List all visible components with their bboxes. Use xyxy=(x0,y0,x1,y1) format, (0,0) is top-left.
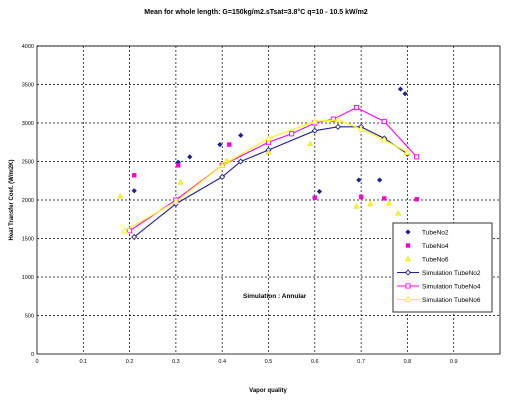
data-point xyxy=(414,197,419,202)
x-tick-label: 0.3 xyxy=(172,359,180,365)
series-point xyxy=(121,227,129,234)
legend-label: Simulation TubeNo4 xyxy=(422,283,481,290)
legend-item: TubeNo4 xyxy=(405,243,449,250)
series-point xyxy=(334,116,342,123)
data-point xyxy=(131,188,137,194)
legend-item: Simulation TubeNo2 xyxy=(397,269,481,277)
data-point xyxy=(402,91,408,97)
x-tick-label: 0.5 xyxy=(265,359,273,365)
data-point xyxy=(223,157,230,164)
data-point xyxy=(177,179,184,185)
x-axis-label: Vapor quality xyxy=(249,388,287,394)
x-tick-label: 0.7 xyxy=(357,359,365,365)
y-tick-label: 500 xyxy=(25,314,34,320)
legend-item: TubeNo6 xyxy=(405,255,449,263)
series-simulation-tubeno6 xyxy=(121,116,411,234)
x-axis-ticks: 0 0.1 0.2 0.3 0.4 0.5 0.6 0.7 0.8 0.9 xyxy=(35,359,457,365)
series-point xyxy=(330,116,336,122)
series-point xyxy=(414,154,420,160)
legend-label: TubeNo6 xyxy=(422,256,449,263)
series-point xyxy=(289,131,295,137)
legend-marker xyxy=(404,269,412,276)
legend-label: TubeNo4 xyxy=(422,243,449,250)
data-point xyxy=(176,163,181,168)
data-point xyxy=(385,200,392,206)
series-line xyxy=(133,126,408,238)
legend-marker xyxy=(404,295,412,303)
data-point xyxy=(187,154,193,160)
legend-label: TubeNo2 xyxy=(422,229,449,236)
data-point xyxy=(117,193,124,199)
data-point xyxy=(238,132,244,139)
x-tick-label: 0.8 xyxy=(404,359,412,365)
chart-title: Mean for whole length: G=150kg/m2.sTsat=… xyxy=(144,8,368,16)
y-tick-label: 4000 xyxy=(22,44,34,50)
series-point xyxy=(237,158,244,165)
legend-marker xyxy=(405,243,411,248)
y-tick-label: 2500 xyxy=(22,160,34,166)
legend-label: Simulation TubeNo2 xyxy=(422,270,481,277)
x-tick-label: 0.9 xyxy=(450,359,458,365)
legend-item: Simulation TubeNo4 xyxy=(397,283,481,290)
series-tubeno2 xyxy=(131,86,408,195)
legend-marker xyxy=(405,255,411,262)
data-point xyxy=(358,194,364,200)
series-tubeno6 xyxy=(117,140,402,216)
data-point xyxy=(353,203,360,209)
data-point xyxy=(395,210,402,216)
y-tick-label: 2000 xyxy=(22,198,34,204)
data-point xyxy=(397,86,404,92)
x-tick-label: 0.4 xyxy=(218,359,226,365)
series-point xyxy=(357,125,365,132)
series-point xyxy=(380,136,388,143)
data-point xyxy=(316,188,323,195)
series-point xyxy=(381,118,387,125)
data-point xyxy=(132,173,137,178)
y-tick-label: 1500 xyxy=(22,237,34,243)
series-point xyxy=(172,198,180,205)
data-point xyxy=(376,177,383,183)
legend: TubeNo2 TubeNo4 TubeNo6 Simulation TubeNo2 S… xyxy=(392,222,493,313)
legend-label: Simulation TubeNo6 xyxy=(422,297,481,304)
series-layer xyxy=(117,86,420,240)
legend-box xyxy=(392,222,493,313)
data-point xyxy=(226,142,232,147)
annotation-simulation: Simulation : Annular xyxy=(243,293,307,300)
y-tick-label: 3000 xyxy=(22,121,34,127)
data-point xyxy=(312,195,317,200)
series-tubeno4 xyxy=(132,142,419,202)
series-line xyxy=(129,106,418,232)
data-point xyxy=(265,149,272,155)
x-tick-label: 0 xyxy=(35,359,38,365)
data-point xyxy=(217,141,223,148)
data-point xyxy=(356,177,362,183)
data-point xyxy=(367,200,374,207)
series-point xyxy=(404,148,411,155)
data-point xyxy=(382,196,387,201)
y-axis-label: Heat Transfer Coef. (W/m2K) xyxy=(9,159,15,240)
y-tick-label: 3500 xyxy=(22,83,34,89)
series-point xyxy=(311,117,319,124)
data-point xyxy=(307,140,314,147)
x-tick-label: 0.6 xyxy=(311,359,319,365)
series-point xyxy=(311,127,318,134)
legend-item: TubeNo2 xyxy=(405,229,449,236)
series-point xyxy=(265,134,272,141)
legend-marker xyxy=(405,229,411,235)
y-tick-label: 1000 xyxy=(22,275,34,281)
series-point xyxy=(131,233,138,240)
legend-marker xyxy=(405,283,411,289)
legend-item: Simulation TubeNo6 xyxy=(397,295,481,304)
y-tick-label: 0 xyxy=(31,352,34,358)
series-point xyxy=(353,105,360,111)
series-point xyxy=(334,123,341,130)
x-tick-label: 0.1 xyxy=(79,359,87,365)
series-point xyxy=(218,161,226,168)
x-tick-label: 0.2 xyxy=(126,359,134,365)
series-point xyxy=(219,173,226,180)
y-axis-ticks: 0 500 1000 1500 2000 2500 3000 3500 4000 xyxy=(22,44,34,358)
